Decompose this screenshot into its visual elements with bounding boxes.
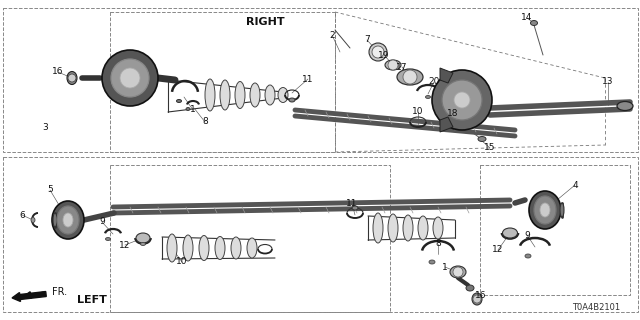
- Circle shape: [68, 74, 76, 82]
- Ellipse shape: [540, 203, 550, 217]
- Circle shape: [372, 46, 384, 58]
- Ellipse shape: [369, 43, 387, 61]
- Ellipse shape: [433, 217, 443, 239]
- Circle shape: [111, 59, 149, 97]
- Ellipse shape: [67, 71, 77, 84]
- Text: 1: 1: [442, 262, 448, 271]
- Text: 13: 13: [602, 77, 614, 86]
- Ellipse shape: [278, 87, 288, 102]
- Ellipse shape: [502, 228, 518, 238]
- Ellipse shape: [231, 237, 241, 259]
- Circle shape: [473, 295, 481, 303]
- Ellipse shape: [289, 98, 295, 102]
- Ellipse shape: [534, 196, 556, 224]
- Ellipse shape: [529, 191, 561, 229]
- Ellipse shape: [186, 108, 190, 110]
- Text: LEFT: LEFT: [77, 295, 107, 305]
- Ellipse shape: [205, 79, 215, 111]
- Circle shape: [454, 92, 470, 108]
- Ellipse shape: [265, 85, 275, 105]
- Bar: [480, 165, 630, 295]
- Circle shape: [388, 60, 398, 70]
- Ellipse shape: [426, 95, 431, 99]
- Ellipse shape: [53, 213, 57, 227]
- FancyArrow shape: [12, 292, 46, 301]
- Ellipse shape: [617, 101, 633, 110]
- Circle shape: [403, 70, 417, 84]
- Ellipse shape: [199, 236, 209, 260]
- Ellipse shape: [560, 203, 564, 217]
- Text: 8: 8: [202, 117, 208, 126]
- Bar: [110, 12, 335, 152]
- Text: 1: 1: [190, 106, 196, 115]
- Ellipse shape: [136, 233, 150, 243]
- Circle shape: [120, 68, 140, 88]
- Text: 3: 3: [42, 124, 48, 132]
- Ellipse shape: [429, 260, 435, 264]
- Circle shape: [102, 50, 158, 106]
- Ellipse shape: [235, 82, 245, 108]
- Text: 20: 20: [428, 77, 440, 86]
- Ellipse shape: [397, 69, 423, 85]
- Text: T0A4B2101: T0A4B2101: [572, 303, 620, 313]
- Ellipse shape: [57, 206, 79, 234]
- Text: 4: 4: [572, 180, 578, 189]
- Ellipse shape: [31, 218, 35, 222]
- Text: 18: 18: [447, 108, 459, 117]
- Circle shape: [432, 70, 492, 130]
- Ellipse shape: [63, 213, 73, 227]
- Text: 10: 10: [176, 258, 188, 267]
- Text: 5: 5: [47, 186, 53, 195]
- Ellipse shape: [220, 80, 230, 110]
- Text: RIGHT: RIGHT: [246, 17, 284, 27]
- Text: 10: 10: [412, 108, 424, 116]
- Text: 6: 6: [19, 211, 25, 220]
- Text: 17: 17: [396, 62, 408, 71]
- Ellipse shape: [472, 293, 482, 305]
- Text: 2: 2: [329, 30, 335, 39]
- Ellipse shape: [183, 235, 193, 261]
- Polygon shape: [440, 68, 453, 83]
- Polygon shape: [440, 117, 453, 132]
- Ellipse shape: [106, 237, 111, 241]
- Ellipse shape: [215, 236, 225, 260]
- Bar: [110, 165, 390, 312]
- Text: 12: 12: [119, 241, 131, 250]
- Ellipse shape: [466, 285, 474, 291]
- Ellipse shape: [525, 254, 531, 258]
- Text: FR.: FR.: [52, 287, 67, 297]
- Text: 11: 11: [346, 199, 358, 209]
- Bar: [3, 157, 638, 312]
- Text: 16: 16: [52, 68, 64, 76]
- Ellipse shape: [141, 243, 145, 245]
- Text: 7: 7: [364, 36, 370, 44]
- Text: 9: 9: [99, 218, 105, 227]
- Ellipse shape: [450, 266, 466, 278]
- Ellipse shape: [373, 213, 383, 243]
- Ellipse shape: [418, 216, 428, 240]
- Ellipse shape: [247, 238, 257, 258]
- Ellipse shape: [478, 137, 486, 141]
- Ellipse shape: [250, 83, 260, 107]
- Text: 19: 19: [378, 51, 390, 60]
- Text: 8: 8: [435, 239, 441, 249]
- Ellipse shape: [531, 20, 538, 26]
- Text: 11: 11: [302, 75, 314, 84]
- Text: 16: 16: [476, 291, 487, 300]
- Text: 9: 9: [524, 230, 530, 239]
- Ellipse shape: [52, 201, 84, 239]
- Circle shape: [453, 267, 463, 277]
- Ellipse shape: [177, 100, 182, 102]
- Text: 15: 15: [484, 143, 496, 153]
- Text: 12: 12: [492, 245, 504, 254]
- Bar: [3, 8, 638, 152]
- Circle shape: [442, 80, 482, 120]
- Ellipse shape: [167, 234, 177, 262]
- Ellipse shape: [385, 60, 401, 70]
- Ellipse shape: [403, 215, 413, 241]
- Ellipse shape: [352, 206, 358, 210]
- Text: 14: 14: [522, 13, 532, 22]
- Ellipse shape: [388, 214, 398, 242]
